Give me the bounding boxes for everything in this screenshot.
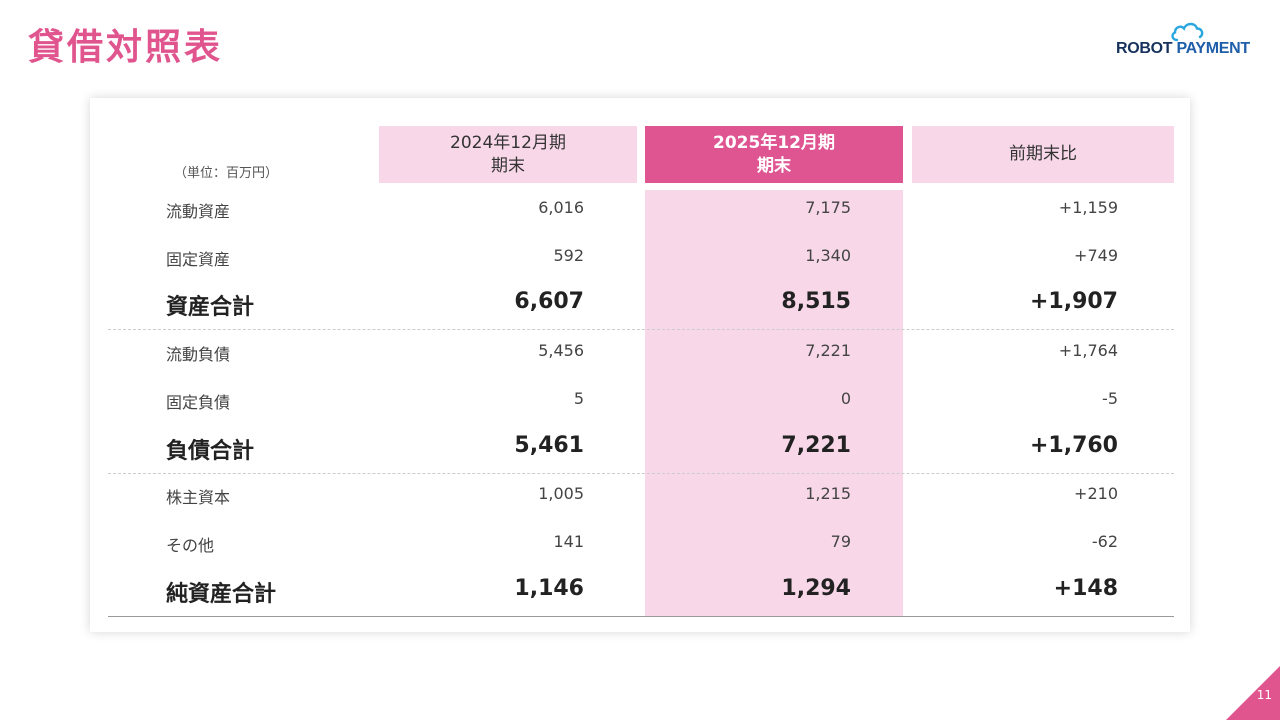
value-2024: 592 xyxy=(553,246,584,265)
row-label: 負債合計 xyxy=(166,439,255,464)
value-2025: 1,294 xyxy=(781,576,851,601)
row-label: 流動資産 xyxy=(166,202,231,221)
row-label: 資産合計 xyxy=(166,295,255,320)
value-change: +148 xyxy=(1053,576,1118,601)
table-row-total: 負債合計 5,461 7,221 +1,760 xyxy=(90,433,1190,465)
row-label: 純資産合計 xyxy=(166,582,277,607)
row-label: 固定資産 xyxy=(166,250,231,269)
value-2025: 79 xyxy=(830,532,851,551)
page-number: 11 xyxy=(1256,688,1272,702)
value-change: +1,764 xyxy=(1058,341,1118,360)
corner-triangle-decoration xyxy=(1226,666,1280,720)
value-2024: 6,016 xyxy=(538,198,584,217)
value-2024: 1,146 xyxy=(514,576,584,601)
value-2024: 141 xyxy=(553,532,584,551)
table-row: 固定資産 592 1,340 +749 xyxy=(90,246,1190,272)
table-row-total: 純資産合計 1,146 1,294 +148 xyxy=(90,576,1190,608)
current-period-highlight xyxy=(645,190,903,616)
value-2025: 0 xyxy=(840,389,851,408)
table-row: 株主資本 1,005 1,215 +210 xyxy=(90,484,1190,510)
value-2025: 8,515 xyxy=(781,289,851,314)
value-2025: 1,215 xyxy=(805,484,851,503)
value-change: -62 xyxy=(1091,532,1118,551)
value-2024: 5,461 xyxy=(514,433,584,458)
table-row: 流動負債 5,456 7,221 +1,764 xyxy=(90,341,1190,367)
value-change: +749 xyxy=(1074,246,1118,265)
cloud-icon xyxy=(1171,22,1204,42)
table-bottom-border xyxy=(108,616,1174,617)
value-change: -5 xyxy=(1102,389,1118,408)
page-title: 貸借対照表 xyxy=(28,27,224,68)
table-row-total: 資産合計 6,607 8,515 +1,907 xyxy=(90,289,1190,321)
header-change: 前期末比 xyxy=(912,126,1174,183)
table-row: 固定負債 5 0 -5 xyxy=(90,389,1190,415)
value-change: +1,159 xyxy=(1058,198,1118,217)
balance-sheet-card: （単位：百万円） 2024年12月期 期末 2025年12月期 期末 前期末比 流動… xyxy=(90,98,1190,632)
header-2024: 2024年12月期 期末 xyxy=(379,126,637,183)
unit-label: （単位：百万円） xyxy=(174,166,279,181)
value-2024: 6,607 xyxy=(514,289,584,314)
value-2025: 7,175 xyxy=(805,198,851,217)
section-divider xyxy=(108,473,1174,474)
table-row: その他 141 79 -62 xyxy=(90,532,1190,558)
header-2025: 2025年12月期 期末 xyxy=(645,126,903,183)
value-2025: 7,221 xyxy=(781,433,851,458)
company-logo: ROBOT PAYMENT xyxy=(1114,22,1260,64)
row-label: その他 xyxy=(166,536,215,555)
value-change: +1,907 xyxy=(1029,289,1118,314)
row-label: 株主資本 xyxy=(166,488,231,507)
value-2025: 1,340 xyxy=(805,246,851,265)
section-divider xyxy=(108,329,1174,330)
value-2024: 5 xyxy=(573,389,584,408)
row-label: 固定負債 xyxy=(166,393,231,412)
table-row: 流動資産 6,016 7,175 +1,159 xyxy=(90,198,1190,224)
value-change: +210 xyxy=(1074,484,1118,503)
logo-text: ROBOT PAYMENT xyxy=(1116,40,1250,57)
row-label: 流動負債 xyxy=(166,345,231,364)
value-change: +1,760 xyxy=(1029,433,1118,458)
value-2024: 5,456 xyxy=(538,341,584,360)
value-2025: 7,221 xyxy=(805,341,851,360)
value-2024: 1,005 xyxy=(538,484,584,503)
